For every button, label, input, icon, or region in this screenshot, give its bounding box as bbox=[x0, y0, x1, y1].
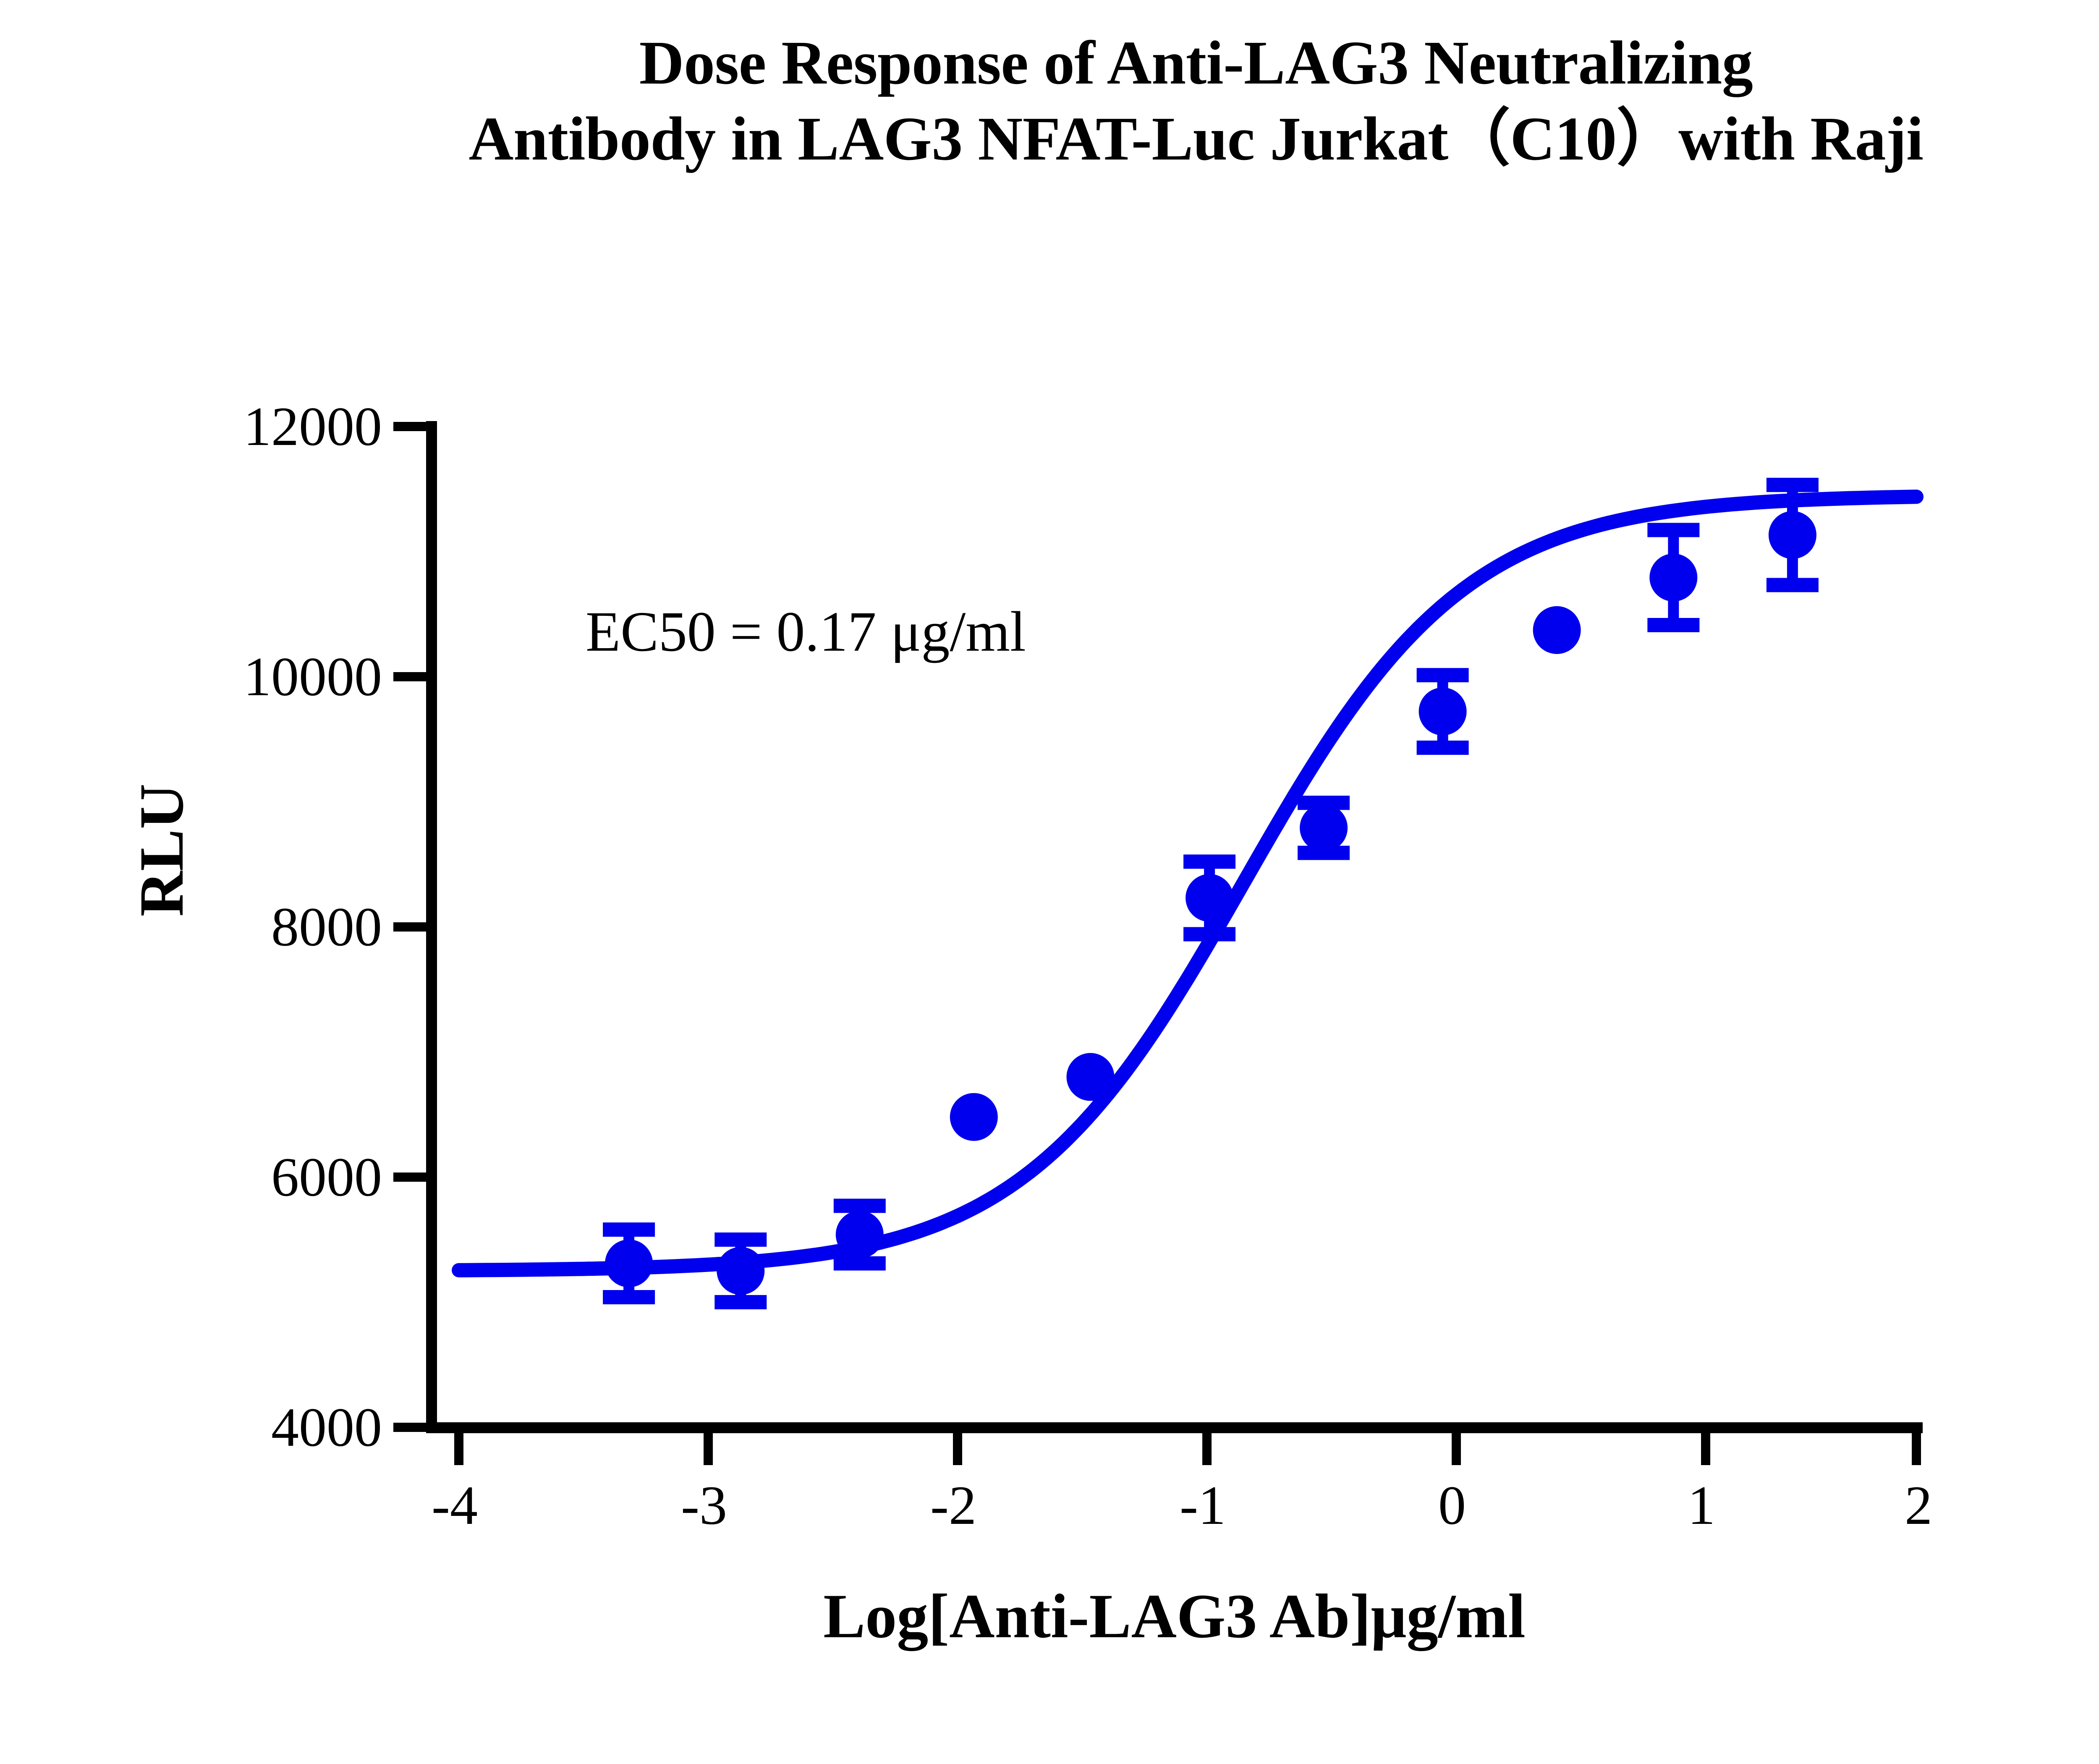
x-axis-tick-label-neg3: -3 bbox=[681, 1474, 727, 1536]
x-axis-tick-neg2 bbox=[953, 1432, 962, 1465]
title-line-2: Antibody in LAG3 NFAT-Luc Jurkat（C10）wit… bbox=[468, 104, 1924, 173]
x-axis-tick-neg3 bbox=[704, 1432, 713, 1465]
y-axis-tick-12000 bbox=[393, 422, 426, 431]
data-point-marker bbox=[1533, 606, 1581, 654]
y-axis-tick-10000 bbox=[393, 672, 426, 681]
x-axis-tick-label-2: 2 bbox=[1905, 1474, 1932, 1536]
x-axis-tick-1 bbox=[1701, 1432, 1710, 1465]
x-axis-tick-0 bbox=[1452, 1432, 1461, 1465]
y-axis-tick-6000 bbox=[393, 1173, 426, 1182]
y-axis-tick-label-12000: 12000 bbox=[243, 395, 382, 457]
y-axis-tick-4000 bbox=[393, 1423, 426, 1432]
y-axis-spine bbox=[426, 421, 437, 1432]
x-axis-tick-label-neg2: -2 bbox=[930, 1474, 976, 1536]
x-axis-tick-label-0: 0 bbox=[1438, 1474, 1466, 1536]
data-point-marker bbox=[717, 1247, 765, 1295]
page-title: Dose Response of Anti-LAG3 Neutralizing … bbox=[0, 25, 2099, 177]
data-point-marker bbox=[605, 1239, 653, 1288]
x-axis-tick-label-neg1: -1 bbox=[1180, 1474, 1226, 1536]
y-axis-title: RLU bbox=[127, 783, 196, 917]
x-axis-tick-neg4 bbox=[454, 1432, 463, 1465]
data-point-marker bbox=[1419, 687, 1467, 735]
y-axis-tick-label-4000: 4000 bbox=[271, 1396, 382, 1458]
x-axis-title: Log[Anti-LAG3 Ab]μg/ml bbox=[823, 1581, 1526, 1651]
x-axis-spine bbox=[426, 1422, 1923, 1433]
y-axis-tick-label-8000: 8000 bbox=[271, 896, 382, 958]
x-axis-tick-neg1 bbox=[1202, 1432, 1212, 1465]
data-point-marker bbox=[1186, 874, 1234, 922]
x-axis-tick-label-1: 1 bbox=[1688, 1474, 1715, 1536]
ec50-annotation: EC50 = 0.17 μg/ml bbox=[586, 600, 1026, 663]
y-axis-tick-label-6000: 6000 bbox=[271, 1146, 382, 1208]
data-point-marker bbox=[1649, 553, 1698, 602]
y-axis-tick-label-10000: 10000 bbox=[243, 646, 382, 707]
data-point-marker bbox=[835, 1210, 884, 1259]
x-axis-tick-label-neg4: -4 bbox=[432, 1474, 478, 1536]
data-point-marker bbox=[1768, 511, 1816, 559]
y-axis-tick-8000 bbox=[393, 922, 426, 932]
data-point-marker bbox=[1066, 1053, 1115, 1101]
data-point-marker bbox=[1300, 804, 1348, 852]
data-point-marker bbox=[950, 1093, 998, 1141]
x-axis-tick-2 bbox=[1912, 1432, 1921, 1465]
title-line-1: Dose Response of Anti-LAG3 Neutralizing bbox=[639, 29, 1753, 97]
